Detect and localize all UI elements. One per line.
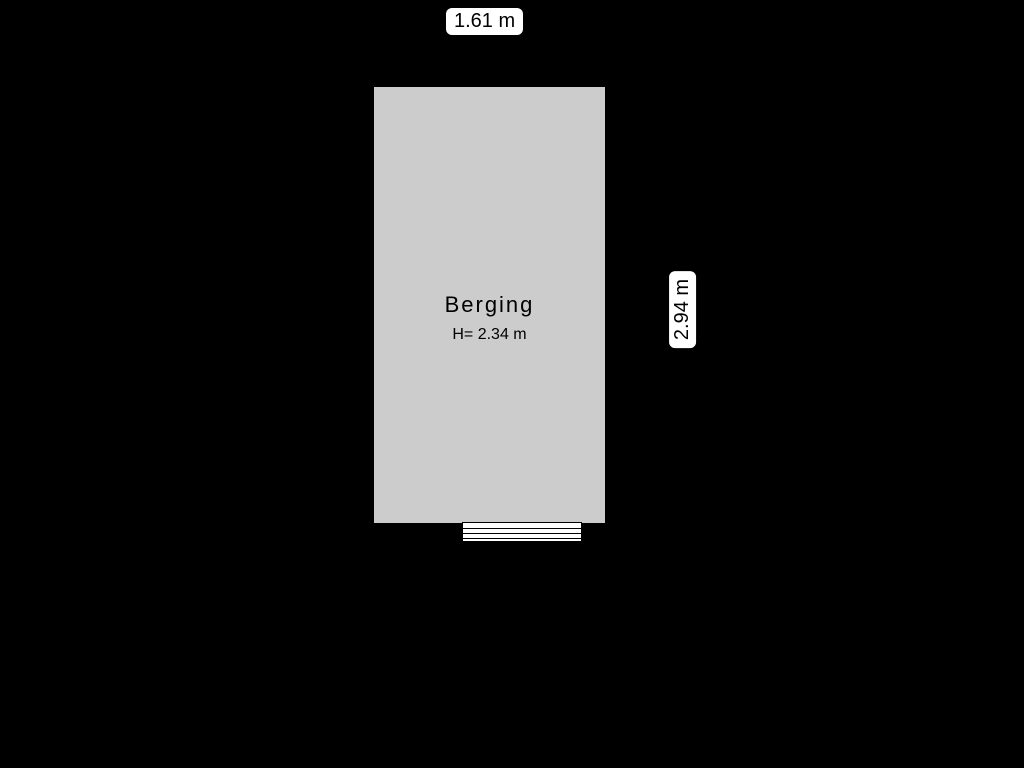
room-height-label: H= 2.34 m [374, 326, 605, 344]
room-berging: Berging H= 2.34 m [372, 85, 607, 525]
room-name: Berging [374, 292, 605, 318]
room-label-block: Berging H= 2.34 m [374, 292, 605, 344]
dimension-width-label: 1.61 m [446, 8, 523, 35]
floorplan-canvas: Berging H= 2.34 m 1.61 m 2.94 m [0, 0, 1024, 768]
door-threshold [462, 522, 582, 542]
dimension-height-label: 2.94 m [669, 271, 696, 348]
